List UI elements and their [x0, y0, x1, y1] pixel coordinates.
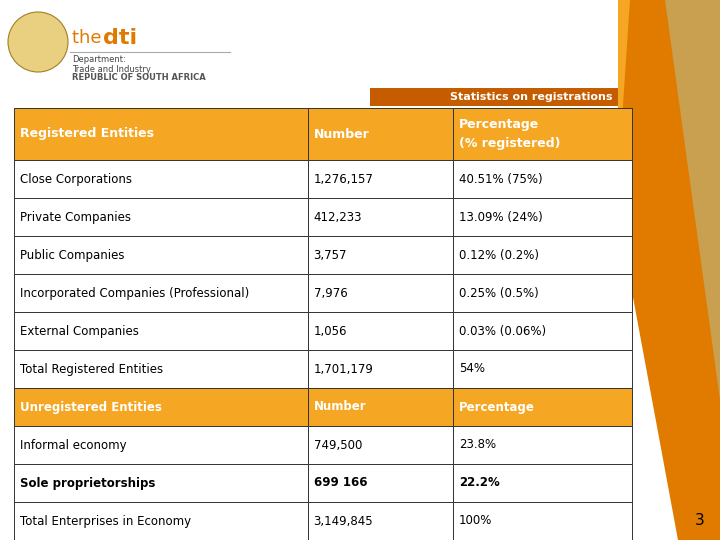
Text: Total Enterprises in Economy: Total Enterprises in Economy	[20, 515, 191, 528]
Bar	[453, 426, 632, 464]
Text: Number: Number	[313, 401, 366, 414]
Text: 22.2%: 22.2%	[459, 476, 500, 489]
Text: (% registered): (% registered)	[459, 137, 560, 150]
Bar	[453, 108, 632, 160]
Bar	[370, 88, 618, 106]
Text: REPUBLIC OF SOUTH AFRICA: REPUBLIC OF SOUTH AFRICA	[72, 73, 206, 83]
Text: Percentage: Percentage	[459, 401, 535, 414]
Text: Total Registered Entities: Total Registered Entities	[20, 362, 163, 375]
Text: External Companies: External Companies	[20, 325, 139, 338]
Text: 1,056: 1,056	[313, 325, 347, 338]
Text: Percentage: Percentage	[459, 118, 539, 131]
Text: 3,757: 3,757	[313, 248, 347, 261]
Bar	[453, 464, 632, 502]
Bar	[453, 198, 632, 236]
Text: Trade and Industry: Trade and Industry	[72, 64, 151, 73]
Bar	[14, 502, 307, 540]
Text: Unregistered Entities: Unregistered Entities	[20, 401, 162, 414]
Text: 54%: 54%	[459, 362, 485, 375]
Bar	[14, 108, 307, 160]
Bar	[453, 236, 632, 274]
Bar	[453, 502, 632, 540]
Bar	[14, 274, 307, 312]
Bar	[307, 312, 453, 350]
Bar	[307, 236, 453, 274]
Text: Number: Number	[313, 127, 369, 140]
Text: 0.25% (0.5%): 0.25% (0.5%)	[459, 287, 539, 300]
Bar	[307, 274, 453, 312]
Text: 0.03% (0.06%): 0.03% (0.06%)	[459, 325, 546, 338]
Bar	[307, 108, 453, 160]
Text: 13.09% (24%): 13.09% (24%)	[459, 211, 543, 224]
Text: Sole proprietorships: Sole proprietorships	[20, 476, 156, 489]
Text: the: the	[72, 29, 107, 47]
Bar	[453, 160, 632, 198]
Bar	[14, 350, 307, 388]
Text: 3: 3	[696, 513, 705, 528]
Bar	[307, 388, 453, 426]
Bar	[453, 274, 632, 312]
Text: Incorporated Companies (Professional): Incorporated Companies (Professional)	[20, 287, 249, 300]
Text: 749,500: 749,500	[313, 438, 362, 451]
Bar	[14, 236, 307, 274]
Text: 23.8%: 23.8%	[459, 438, 496, 451]
Polygon shape	[618, 0, 630, 180]
Bar	[14, 388, 307, 426]
Text: Statistics on registrations: Statistics on registrations	[451, 92, 613, 102]
Bar	[453, 350, 632, 388]
Bar	[14, 426, 307, 464]
Text: 7,976: 7,976	[313, 287, 347, 300]
Text: Registered Entities: Registered Entities	[20, 127, 154, 140]
Bar	[307, 464, 453, 502]
Circle shape	[8, 12, 68, 72]
Text: Close Corporations: Close Corporations	[20, 172, 132, 186]
Text: dti: dti	[103, 28, 137, 48]
Text: 699 166: 699 166	[313, 476, 367, 489]
Bar	[307, 198, 453, 236]
Bar	[453, 312, 632, 350]
Bar	[307, 502, 453, 540]
Bar	[14, 312, 307, 350]
Polygon shape	[615, 0, 720, 540]
Bar	[14, 198, 307, 236]
Bar	[307, 160, 453, 198]
Text: 1,701,179: 1,701,179	[313, 362, 374, 375]
Text: 100%: 100%	[459, 515, 492, 528]
Bar	[307, 426, 453, 464]
Text: 1,276,157: 1,276,157	[313, 172, 374, 186]
Text: 0.12% (0.2%): 0.12% (0.2%)	[459, 248, 539, 261]
Text: Private Companies: Private Companies	[20, 211, 131, 224]
Text: 412,233: 412,233	[313, 211, 362, 224]
Bar	[453, 388, 632, 426]
Bar	[14, 160, 307, 198]
Text: Informal economy: Informal economy	[20, 438, 127, 451]
Polygon shape	[660, 0, 720, 540]
Text: 3,149,845: 3,149,845	[313, 515, 373, 528]
Text: Public Companies: Public Companies	[20, 248, 125, 261]
Text: Department:: Department:	[72, 56, 126, 64]
Bar	[307, 350, 453, 388]
Text: 40.51% (75%): 40.51% (75%)	[459, 172, 542, 186]
Bar	[14, 464, 307, 502]
